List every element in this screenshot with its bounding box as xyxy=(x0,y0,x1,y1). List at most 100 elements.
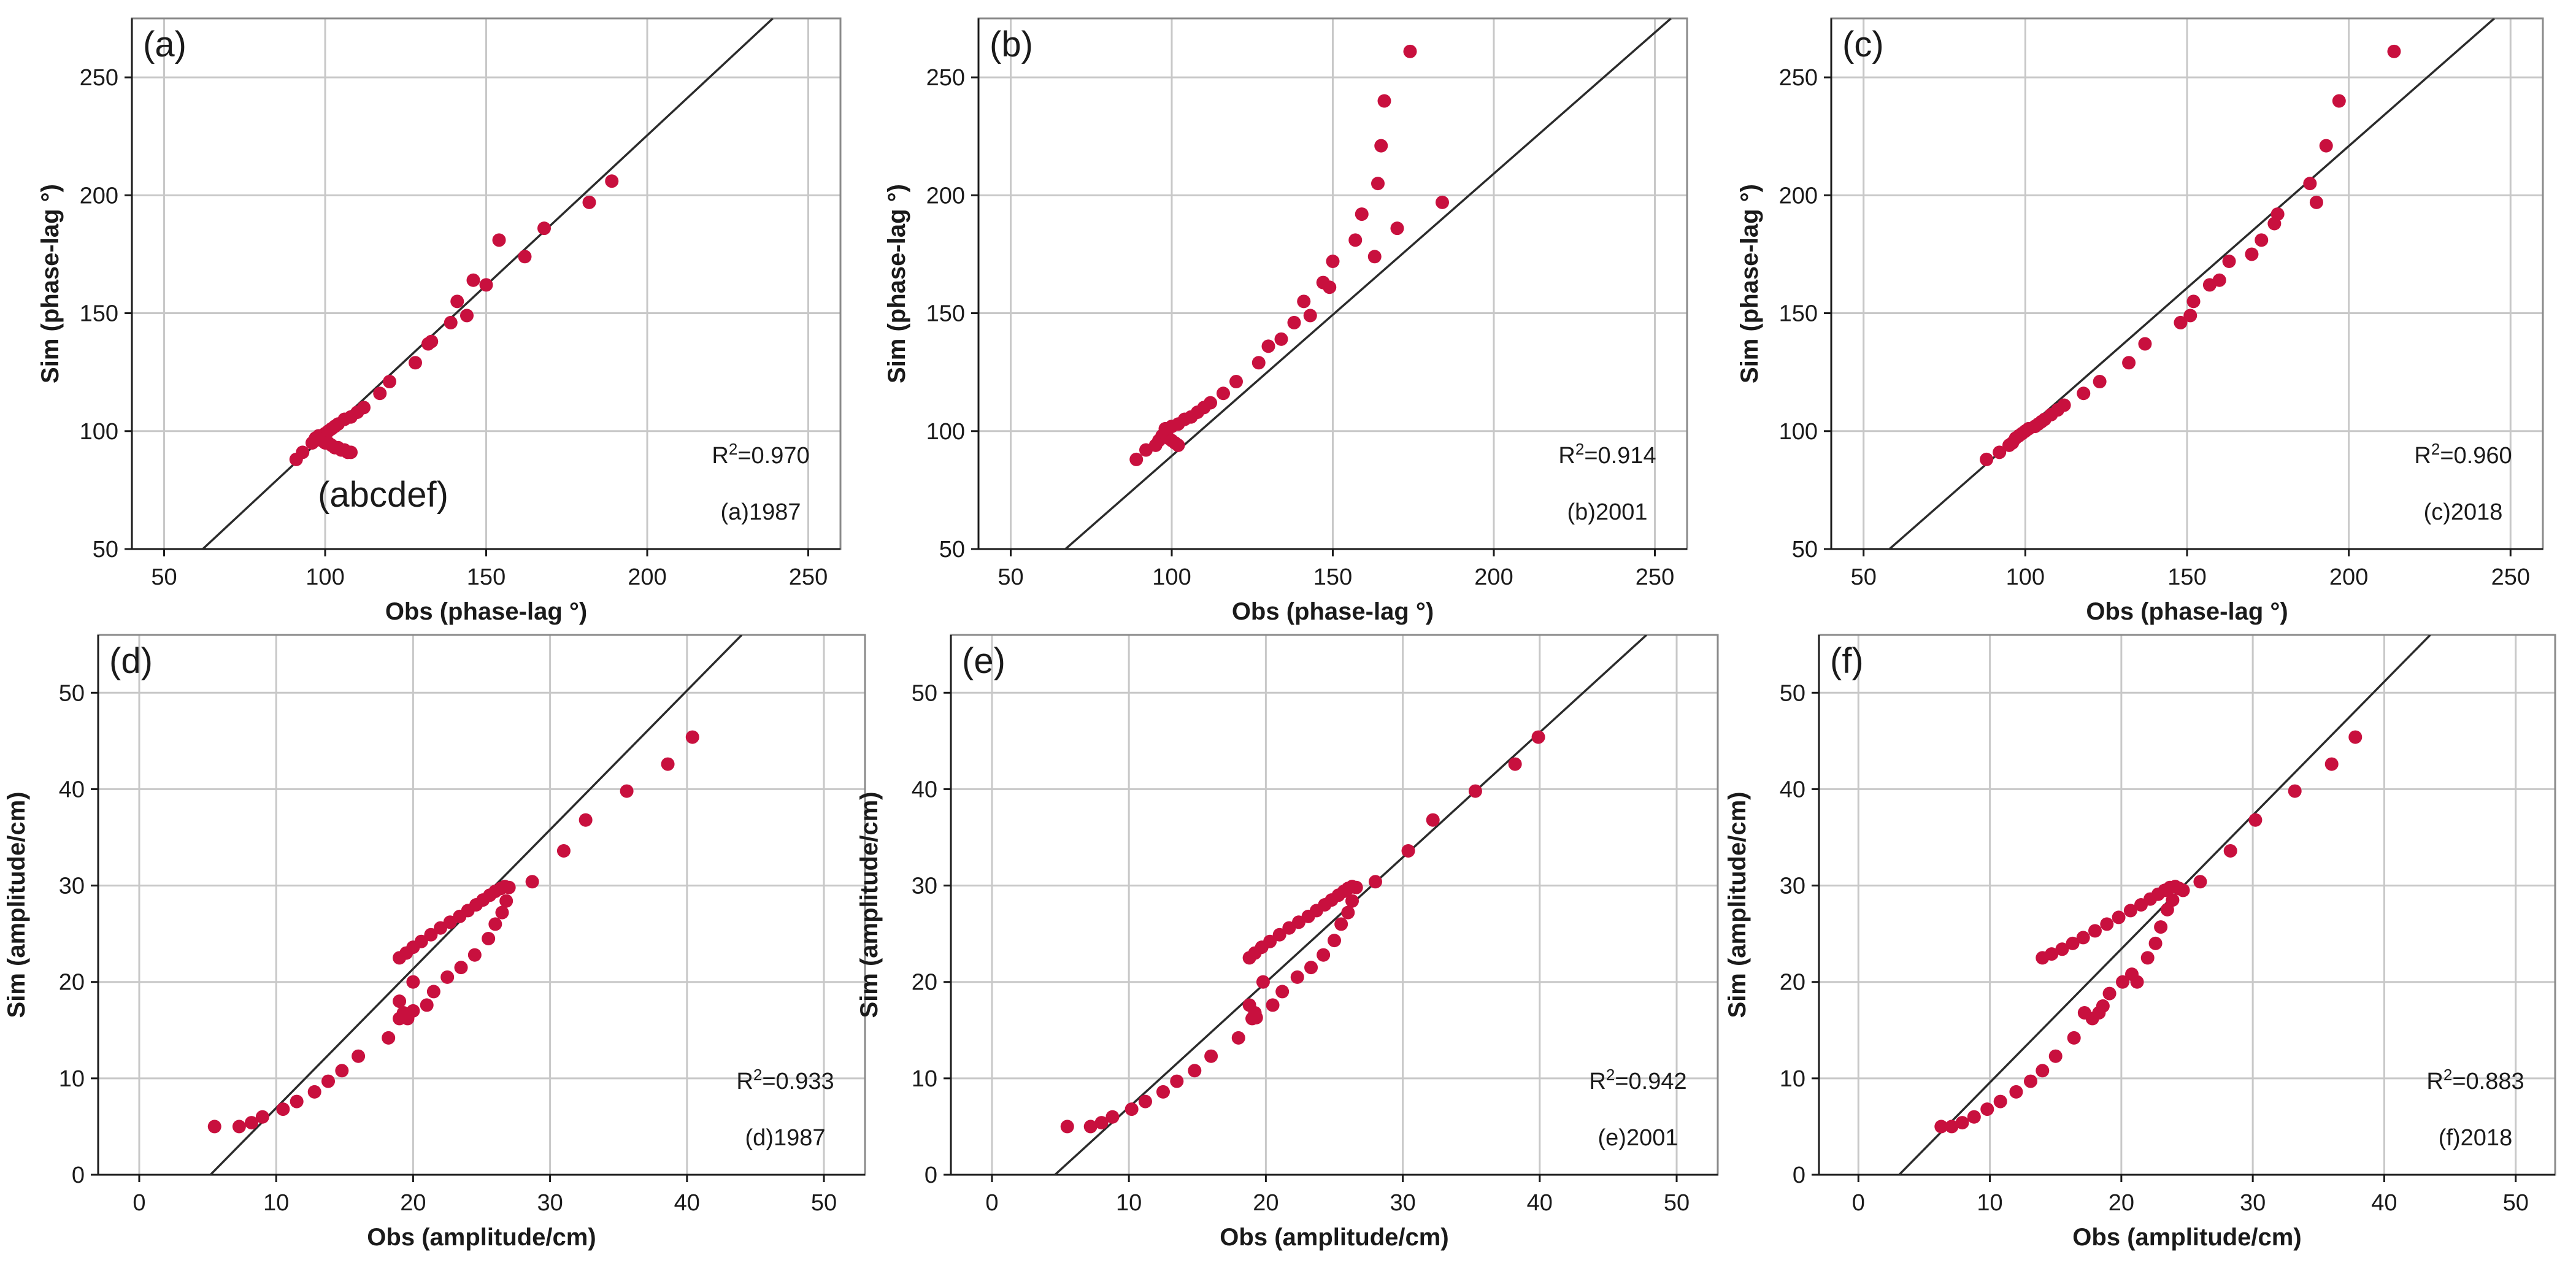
data-point xyxy=(488,917,502,931)
data-point xyxy=(1980,1102,1994,1116)
data-point xyxy=(1426,813,1440,827)
data-point xyxy=(685,730,699,744)
data-point xyxy=(1334,917,1348,931)
year-label: (d)1987 xyxy=(745,1125,826,1151)
data-point xyxy=(290,1094,304,1109)
x-tick-label: 150 xyxy=(467,564,506,590)
y-tick-label: 20 xyxy=(912,970,937,996)
data-point xyxy=(1060,1120,1074,1134)
y-tick-label: 20 xyxy=(59,970,85,996)
data-point xyxy=(2348,730,2363,744)
x-tick-label: 150 xyxy=(2167,564,2206,590)
data-point xyxy=(2057,398,2071,412)
data-point xyxy=(2096,999,2110,1013)
data-point xyxy=(2122,356,2136,370)
year-label: (c)2018 xyxy=(2424,499,2503,525)
panel-f: 0 10 20 30 40 50 0 10 20 30 40 50 Obs (amplitude/cm)… xyxy=(1724,634,2556,1251)
data-point xyxy=(479,278,493,292)
x-tick-label: 50 xyxy=(1851,564,1877,590)
panel-c: 50 100 150 200 250 50 100 150 200 250 Obs (phase-l… xyxy=(1736,17,2544,625)
data-point xyxy=(1345,894,1359,908)
panel-label: (f) xyxy=(1830,641,1864,681)
data-point xyxy=(2183,309,2197,323)
y-tick-label: 50 xyxy=(93,537,118,563)
data-point xyxy=(1094,1116,1109,1130)
x-tick-label: 200 xyxy=(628,564,666,590)
data-point xyxy=(2248,813,2263,827)
y-tick-label: 40 xyxy=(1780,777,1805,802)
x-tick-label: 50 xyxy=(151,564,177,590)
data-point xyxy=(1317,948,1331,962)
data-point xyxy=(1261,339,1275,353)
panel-label: (c) xyxy=(1842,25,1884,64)
data-point xyxy=(2140,951,2155,965)
y-tick-label: 200 xyxy=(1779,183,1818,209)
r2-power: 2 xyxy=(2443,1066,2452,1084)
panel-label: (a) xyxy=(143,25,186,64)
data-point xyxy=(2303,177,2317,191)
y-tick-label: 100 xyxy=(80,419,118,445)
data-point xyxy=(1993,1094,2007,1109)
r2-power: 2 xyxy=(1575,440,1584,458)
data-point xyxy=(1256,975,1270,989)
data-point xyxy=(2077,386,2091,401)
data-point xyxy=(2270,207,2285,221)
y-tick-label: 150 xyxy=(926,301,965,327)
y-tick-label: 100 xyxy=(1779,419,1818,445)
data-point xyxy=(2024,1074,2037,1088)
x-tick-label: 10 xyxy=(1977,1190,2002,1216)
x-axis-label: Obs (phase-lag °) xyxy=(1232,598,1434,625)
data-point xyxy=(321,1074,335,1088)
data-point xyxy=(406,1004,420,1018)
r2-prefix: R xyxy=(2426,1069,2443,1094)
data-point xyxy=(2093,375,2107,389)
data-point xyxy=(579,813,593,827)
data-point xyxy=(440,970,455,984)
data-point xyxy=(307,1085,321,1099)
data-point xyxy=(492,233,506,247)
y-tick-label: 50 xyxy=(912,680,937,706)
data-point xyxy=(1217,386,1230,401)
panel-a: 50 100 150 200 250 50 100 150 200 250 Obs (phase-l… xyxy=(37,17,842,625)
data-point xyxy=(255,1110,269,1124)
data-point xyxy=(1390,221,1404,236)
x-axis-label: Obs (phase-lag °) xyxy=(385,598,587,625)
r2-label: R2=0.933 xyxy=(736,1066,834,1094)
x-tick-label: 0 xyxy=(985,1190,998,1216)
data-point xyxy=(335,1064,349,1078)
y-tick-label: 10 xyxy=(912,1066,937,1092)
data-points xyxy=(1060,730,1545,1134)
data-point xyxy=(1328,934,1341,948)
data-point xyxy=(383,375,396,389)
data-point xyxy=(232,1120,246,1134)
x-tick-label: 0 xyxy=(133,1190,145,1216)
x-tick-label: 40 xyxy=(2371,1190,2397,1216)
data-point xyxy=(518,250,532,264)
y-tick-label: 0 xyxy=(1793,1162,1805,1188)
data-points xyxy=(1980,44,2401,466)
data-point xyxy=(2324,757,2339,771)
data-point xyxy=(2309,195,2323,209)
y-tick-label: 40 xyxy=(59,777,85,802)
x-tick-label: 30 xyxy=(537,1190,563,1216)
data-point xyxy=(1468,784,1482,798)
x-tick-label: 250 xyxy=(789,564,828,590)
data-point xyxy=(2045,947,2059,961)
x-tick-label: 250 xyxy=(1636,564,1674,590)
data-point xyxy=(1303,309,1317,323)
data-point xyxy=(2116,975,2129,989)
data-point xyxy=(245,1116,258,1130)
data-point xyxy=(482,932,496,945)
data-point xyxy=(1125,1102,1139,1116)
x-tick-label: 20 xyxy=(2109,1190,2134,1216)
y-tick-label: 150 xyxy=(80,301,118,327)
data-point xyxy=(1341,905,1355,920)
data-point xyxy=(1083,1120,1098,1134)
data-point xyxy=(661,757,675,771)
data-points xyxy=(207,730,699,1134)
y-tick-label: 20 xyxy=(1780,970,1805,996)
x-tick-label: 200 xyxy=(1474,564,1513,590)
data-point xyxy=(352,1049,366,1063)
x-tick-label: 0 xyxy=(1852,1190,1865,1216)
data-point xyxy=(1980,452,1994,466)
